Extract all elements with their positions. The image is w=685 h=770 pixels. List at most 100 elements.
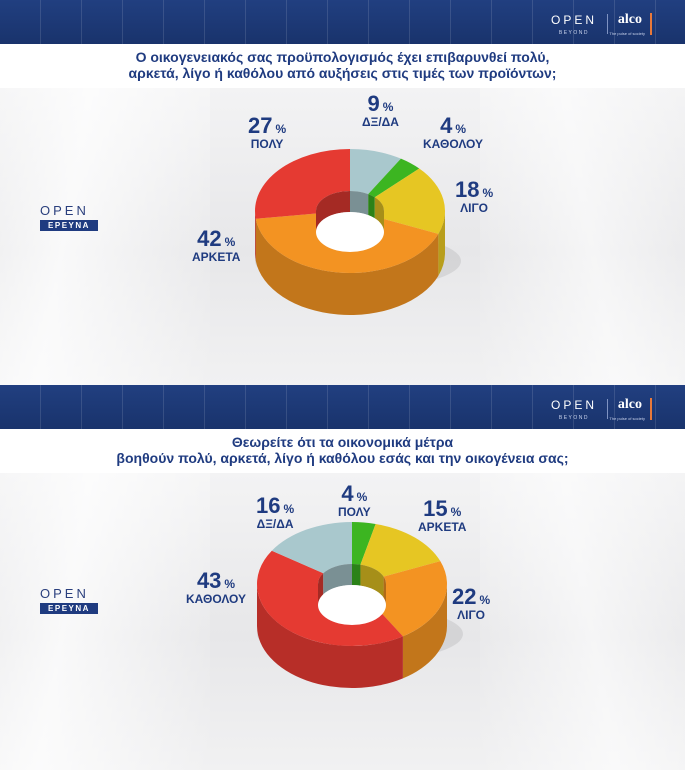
open-logo-word: OPEN [40,203,89,218]
slice-label-dk-na: 9% ΔΞ/ΔΑ [362,93,399,129]
background-light-streak [0,88,210,385]
data-label-value: 43 [196,568,222,593]
donut-hole-wall [368,194,375,219]
chart-title-line-2: αρκετά, λίγο ή καθόλου από αυξήσεις στις… [128,65,557,81]
donut-hole-wall [360,564,384,598]
slice-label-dk-na: 16% ΔΞ/ΔΑ [256,495,294,531]
percent-sign: % [275,122,287,136]
background-light-streak [480,473,685,770]
donut-chart [255,149,461,315]
data-label-value: 22 [452,584,477,609]
header-bar: OPEN BEYOND alco The pulse of society [0,0,685,44]
slice-label-katholou: 43% ΚΑΘΟΛΟΥ [186,570,246,606]
percent-sign: % [450,505,462,519]
data-label-category: ΔΞ/ΔΑ [362,115,399,129]
donut-slice [374,168,445,234]
chart-panel-1: OPEN BEYOND alco The pulse of society Ο … [0,0,685,385]
slice-label-poly: 4% ΠΟΛΥ [338,483,371,519]
donut-hole-wall [316,191,350,232]
donut-slice-side [255,211,256,261]
orange-accent-bar [650,13,652,35]
data-label-value: 42 [197,226,222,251]
orange-accent-bar [650,398,652,420]
percent-sign: % [382,100,394,114]
percent-sign: % [356,490,368,504]
donut-hole-wall [352,564,361,586]
donut-slice-side [438,211,446,276]
data-label-value: 15 [423,496,448,521]
chart-title: Ο οικογενειακός σας προϋπολογισμός έχει … [0,44,685,88]
chart-stage: OPEN ΕΡΕΥΝΑ 16% ΔΞ/ΔΑ 4% ΠΟΛΥ 15% ΑΡΚΕΤΑ… [0,473,685,770]
chart-title: Θεωρείτε ότι τα οικονομικά μέτρα βοηθούν… [0,429,685,473]
donut-slice [350,149,401,195]
chart-stage: OPEN ΕΡΕΥΝΑ 27% ΠΟΛΥ 9% ΔΞ/ΔΑ 4% ΚΑΘΟΛΟΥ… [0,88,685,385]
data-label-category: ΚΑΘΟΛΟΥ [186,592,247,606]
donut-hole-wall [323,564,352,595]
donut-hole [318,585,386,625]
data-label-value: 4 [440,113,453,138]
data-label-category: ΑΡΚΕΤΑ [418,520,467,534]
data-label-category: ΛΙΓΟ [457,608,486,622]
alco-logo: alco [617,12,642,27]
donut-hole [316,212,384,252]
open-brand-tagline: BEYOND [558,30,589,36]
donut-slice [255,149,350,219]
donut-slice-side [257,584,403,688]
donut-hole-wall [374,197,384,232]
slice-label-arketa: 42% ΑΡΚΕΤΑ [192,228,240,264]
data-label-category: ΔΞ/ΔΑ [256,517,294,531]
slice-label-ligo: 22% ΛΙΓΟ [452,586,490,622]
brand-divider [607,14,608,34]
data-label-value: 16 [256,493,281,518]
donut-slice [352,522,376,565]
data-label-value: 27 [248,113,273,138]
percent-sign: % [224,235,236,249]
percent-sign: % [482,186,494,200]
percent-sign: % [455,122,466,136]
open-erevna-logo: OPEN ΕΡΕΥΝΑ [40,586,100,614]
slice-label-poly: 27% ΠΟΛΥ [248,115,286,151]
data-label-category: ΛΙΓΟ [460,201,489,215]
slice-label-ligo: 18% ΛΙΓΟ [455,179,493,215]
background-light-streak [480,88,685,385]
header-pattern [0,0,685,44]
data-label-category: ΑΡΚΕΤΑ [192,250,241,264]
open-logo-tag: ΕΡΕΥΝΑ [40,220,98,231]
donut-hole-wall [350,191,369,216]
data-label-value: 18 [455,177,480,202]
chart-title-line-1: Θεωρείτε ότι τα οικονομικά μέτρα [231,434,454,450]
donut-hole-wall [318,573,324,605]
percent-sign: % [283,502,295,516]
alco-logo: alco [617,397,642,412]
percent-sign: % [224,577,236,591]
chart-title-line-2: βοηθούν πολύ, αρκετά, λίγο ή καθόλου εσά… [116,450,569,466]
data-label-category: ΠΟΛΥ [250,137,284,151]
open-logo-tag: ΕΡΕΥΝΑ [40,603,98,614]
data-label-value: 4 [341,481,354,506]
open-brand-logo: OPEN [550,13,597,27]
data-label-value: 9 [367,91,380,116]
slice-label-katholou: 4% ΚΑΘΟΛΟΥ [423,115,483,151]
open-erevna-logo: OPEN ΕΡΕΥΝΑ [40,203,100,231]
donut-slice [370,561,447,637]
brand-divider [607,399,608,419]
donut-slice [360,523,441,577]
chart-panel-2: OPEN BEYOND alco The pulse of society Θε… [0,385,685,770]
background-light-streak [0,473,210,770]
donut-slice-side [255,218,439,315]
donut-hole-wall [383,576,386,605]
donut-slice-side [402,584,447,679]
data-label-category: ΠΟΛΥ [338,505,371,519]
open-brand-tagline: BEYOND [558,415,589,421]
header-pattern [0,385,685,429]
chart-title-line-1: Ο οικογενειακός σας προϋπολογισμός έχει … [135,49,550,65]
percent-sign: % [479,593,491,607]
alco-tagline: The pulse of society [609,31,645,36]
donut-slice [271,522,352,574]
data-label-category: ΚΑΘΟΛΟΥ [423,137,484,151]
alco-tagline: The pulse of society [609,416,645,421]
donut-chart [257,522,463,688]
open-brand-logo: OPEN [550,398,597,412]
open-logo-word: OPEN [40,586,89,601]
slice-label-arketa: 15% ΑΡΚΕΤΑ [418,498,466,534]
